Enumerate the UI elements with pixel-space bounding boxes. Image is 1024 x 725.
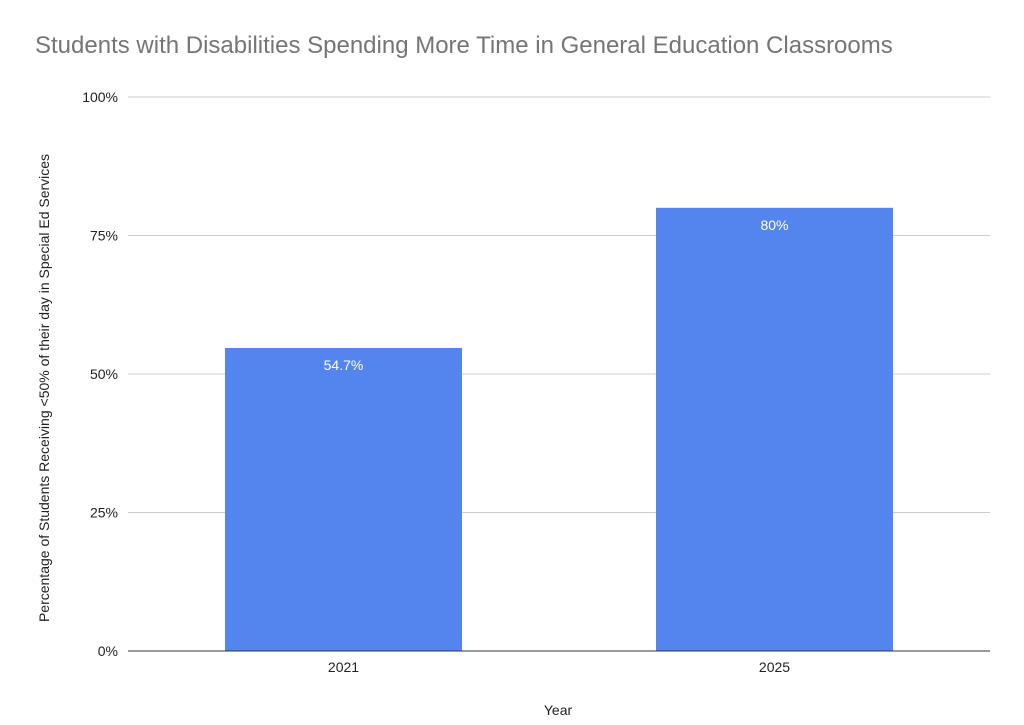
y-tick-label: 50% — [90, 366, 118, 382]
data-label: 54.7% — [324, 357, 364, 373]
bar-2025 — [656, 207, 893, 652]
y-tick-label: 100% — [82, 89, 118, 105]
x-tick-label: 2025 — [759, 659, 790, 675]
x-tick-label: 2021 — [328, 659, 359, 675]
y-tick-label: 75% — [90, 228, 118, 244]
chart-title: Students with Disabilities Spending More… — [35, 32, 893, 59]
bar-2021 — [225, 347, 462, 651]
data-label: 80% — [760, 217, 788, 233]
y-axis-label: Percentage of Students Receiving <50% of… — [36, 153, 52, 623]
x-axis-label: Year — [543, 702, 573, 718]
y-tick-label: 25% — [90, 505, 118, 521]
y-tick-label: 0% — [98, 643, 118, 659]
